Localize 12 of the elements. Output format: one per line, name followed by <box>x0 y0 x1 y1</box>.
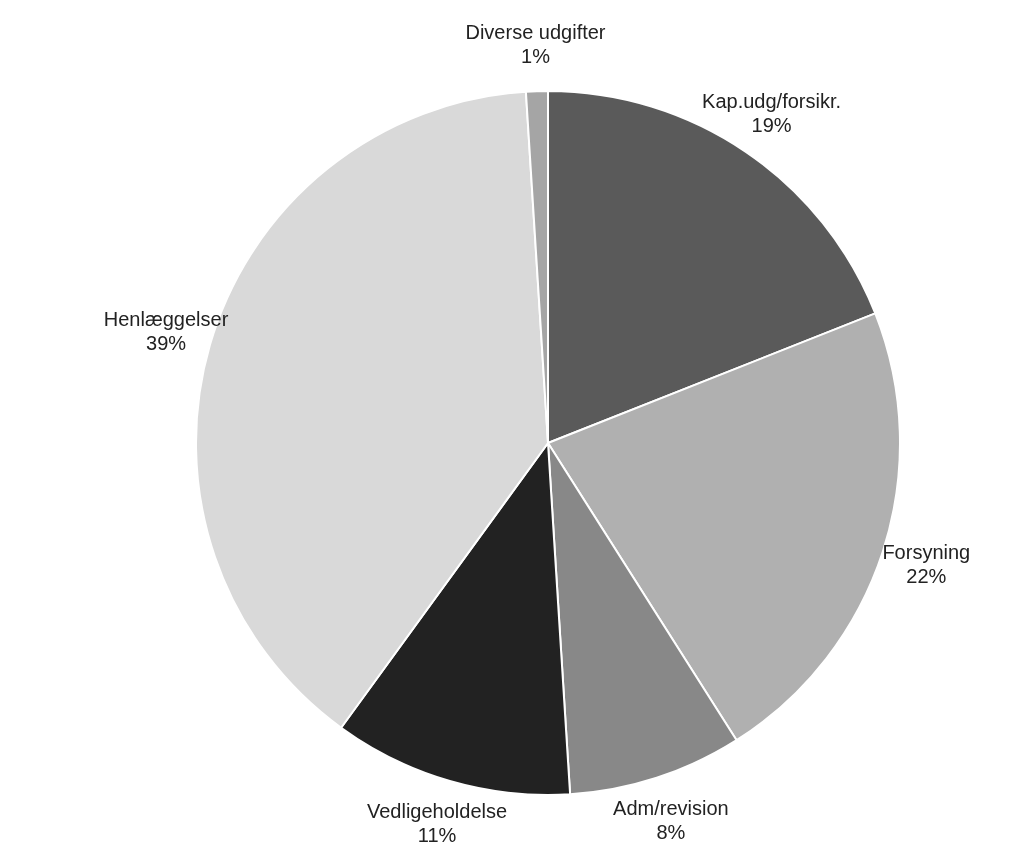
slice-label: Diverse udgifter <box>465 20 606 43</box>
slice-label: Kap.udg/forsikr. <box>702 89 842 112</box>
data-label: 22% <box>906 565 947 588</box>
data-label: 8% <box>656 820 686 843</box>
slice-label: Adm/revision <box>613 796 729 819</box>
slice-label: Henlæggelser <box>103 307 229 330</box>
data-label: 11% <box>417 824 457 847</box>
data-label: 1% <box>521 44 551 67</box>
data-label: 39% <box>146 331 187 354</box>
data-label: 19% <box>751 113 792 136</box>
slice-label: Forsyning <box>882 541 971 564</box>
slice-label: Vedligeholdelse <box>366 800 508 823</box>
